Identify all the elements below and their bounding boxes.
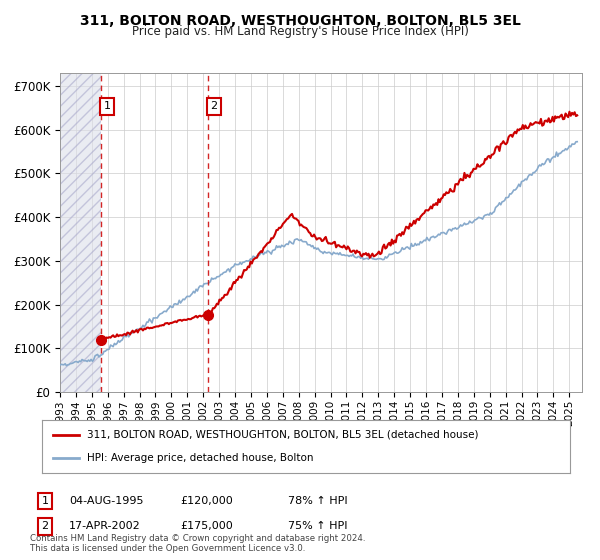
Text: 2: 2 — [41, 521, 49, 531]
Text: 311, BOLTON ROAD, WESTHOUGHTON, BOLTON, BL5 3EL: 311, BOLTON ROAD, WESTHOUGHTON, BOLTON, … — [80, 14, 520, 28]
Text: 75% ↑ HPI: 75% ↑ HPI — [288, 521, 347, 531]
Text: HPI: Average price, detached house, Bolton: HPI: Average price, detached house, Bolt… — [87, 453, 313, 463]
Text: 1: 1 — [41, 496, 49, 506]
Text: Contains HM Land Registry data © Crown copyright and database right 2024.
This d: Contains HM Land Registry data © Crown c… — [30, 534, 365, 553]
Text: 17-APR-2002: 17-APR-2002 — [69, 521, 141, 531]
Text: Price paid vs. HM Land Registry's House Price Index (HPI): Price paid vs. HM Land Registry's House … — [131, 25, 469, 38]
Bar — [60, 73, 101, 392]
Text: 2: 2 — [210, 101, 217, 111]
Text: 04-AUG-1995: 04-AUG-1995 — [69, 496, 143, 506]
Text: 78% ↑ HPI: 78% ↑ HPI — [288, 496, 347, 506]
Text: £175,000: £175,000 — [180, 521, 233, 531]
Text: £120,000: £120,000 — [180, 496, 233, 506]
Text: 1: 1 — [103, 101, 110, 111]
Text: 311, BOLTON ROAD, WESTHOUGHTON, BOLTON, BL5 3EL (detached house): 311, BOLTON ROAD, WESTHOUGHTON, BOLTON, … — [87, 430, 478, 440]
